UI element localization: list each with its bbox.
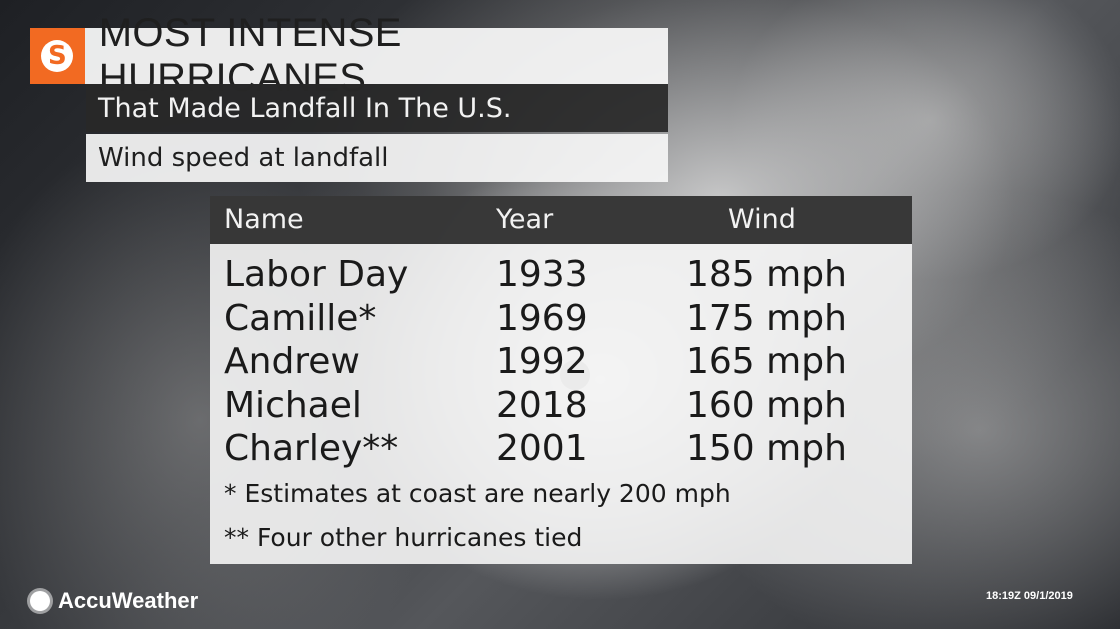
table-header: Name Year Wind xyxy=(210,196,912,244)
brand-name: AccuWeather xyxy=(58,588,199,613)
column-header-wind: Wind xyxy=(728,204,796,235)
cell-name: Michael xyxy=(224,384,362,426)
timestamp: 18:19Z 09/1/2019 xyxy=(986,590,1073,602)
table-row: Andrew 1992 165 mph xyxy=(210,341,912,385)
storm-logo-icon: S xyxy=(30,28,85,84)
metric-label: Wind speed at landfall xyxy=(86,134,668,182)
cell-name: Camille* xyxy=(224,297,377,339)
cell-name: Labor Day xyxy=(224,254,409,295)
cell-year: 1992 xyxy=(496,341,588,382)
title-bar: S MOST INTENSE HURRICANES xyxy=(30,11,668,100)
cell-name: Andrew xyxy=(224,341,360,382)
table-row: Charley** 2001 150 mph xyxy=(210,428,912,472)
hurricane-table: Name Year Wind Labor Day 1933 185 mph Ca… xyxy=(210,196,912,564)
cell-year: 1933 xyxy=(496,254,588,295)
accuweather-logo: AccuWeather xyxy=(30,588,198,614)
cell-wind: 150 mph xyxy=(686,428,847,469)
column-header-year: Year xyxy=(496,204,554,235)
cell-year: 2018 xyxy=(496,384,588,426)
table-body: Labor Day 1933 185 mph Camille* 1969 175… xyxy=(210,244,912,472)
cell-name: Charley** xyxy=(224,428,399,469)
cell-wind: 185 mph xyxy=(686,254,847,295)
footnote-charley: ** Four other hurricanes tied xyxy=(224,523,583,552)
table-row: Camille* 1969 175 mph xyxy=(210,298,912,342)
sun-icon xyxy=(30,591,50,611)
column-header-name: Name xyxy=(224,204,304,235)
cell-wind: 160 mph xyxy=(686,384,847,426)
table-row: Labor Day 1933 185 mph xyxy=(210,254,912,298)
cell-year: 2001 xyxy=(496,428,588,469)
cell-wind: 175 mph xyxy=(686,297,847,339)
footnote-camille: * Estimates at coast are nearly 200 mph xyxy=(224,479,731,508)
cell-year: 1969 xyxy=(496,297,588,339)
cell-wind: 165 mph xyxy=(686,341,847,382)
subtitle: That Made Landfall In The U.S. xyxy=(86,84,668,132)
table-row: Michael 2018 160 mph xyxy=(210,385,912,429)
